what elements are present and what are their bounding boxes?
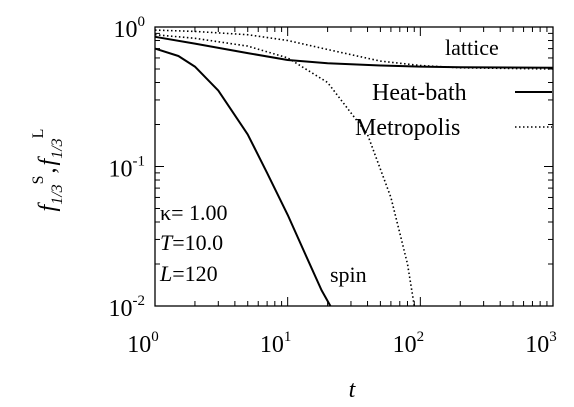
param-temperature: T=10.0 <box>160 230 223 255</box>
x-tick-label: 101 <box>260 329 292 358</box>
series-line-lattice-heat-bath <box>154 35 554 69</box>
y-tick-label: 100 <box>114 14 146 43</box>
series-line-spin-metropolis <box>154 33 416 307</box>
axis-ticks: 100 101 102 103 100 10-1 10-2 <box>109 14 557 358</box>
legend-label-heat-bath: Heat-bath <box>372 80 467 106</box>
x-axis-title: t <box>349 377 357 403</box>
x-tick-label: 102 <box>393 329 425 358</box>
param-kappa: κ= 1.00 <box>160 200 228 225</box>
legend-label-metropolis: Metropolis <box>355 115 460 141</box>
annotation-spin: spin <box>330 262 367 287</box>
y-axis-title: f1/3S,f1/3L <box>30 129 66 212</box>
y-tick-label: 10-1 <box>109 154 146 183</box>
x-tick-label: 103 <box>525 329 557 358</box>
data-series <box>154 29 554 307</box>
param-size: L=120 <box>159 261 218 286</box>
series-line-spin-heat-bath <box>154 47 332 307</box>
x-tick-label: 100 <box>127 329 159 358</box>
annotation-lattice: lattice <box>445 35 499 60</box>
y-tick-label: 10-2 <box>109 293 146 322</box>
